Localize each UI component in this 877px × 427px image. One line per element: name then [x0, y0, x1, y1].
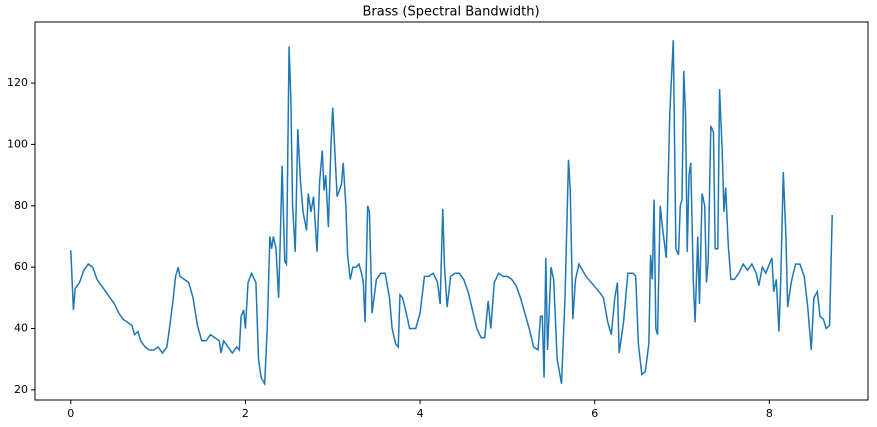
x-tick-label: 2 — [242, 407, 249, 420]
chart-title: Brass (Spectral Bandwidth) — [362, 5, 539, 20]
x-tick-label: 8 — [766, 407, 773, 420]
x-tick-label: 6 — [591, 407, 598, 420]
y-tick-label: 60 — [14, 260, 28, 273]
plot-frame — [34, 21, 869, 401]
line-series — [70, 40, 833, 387]
y-tick-label: 80 — [14, 199, 28, 212]
x-tick-label: 0 — [67, 407, 74, 420]
y-tick-label: 40 — [14, 322, 28, 335]
y-tick-label: 100 — [7, 137, 28, 150]
y-tick-label: 20 — [14, 383, 28, 396]
y-tick-label: 120 — [7, 76, 28, 89]
x-tick-label: 4 — [417, 407, 424, 420]
